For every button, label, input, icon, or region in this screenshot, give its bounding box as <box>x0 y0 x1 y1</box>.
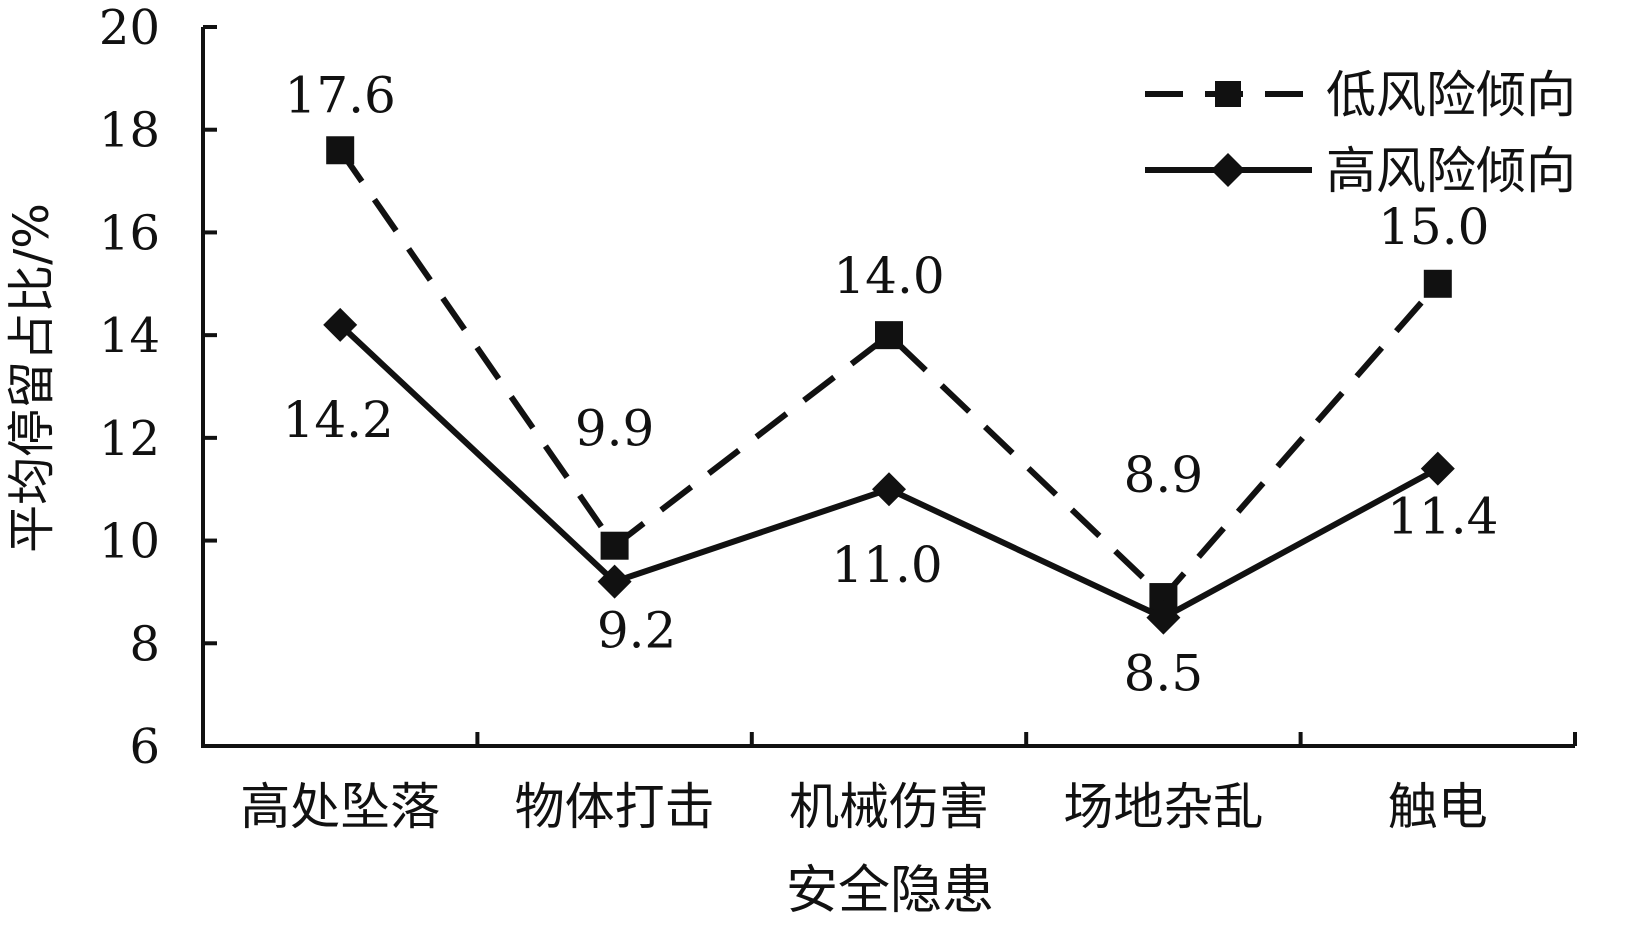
data-label: 8.9 <box>1124 446 1204 504</box>
data-point-square <box>875 321 903 350</box>
legend-item-high-risk: 高风险倾向 <box>1145 142 1576 200</box>
y-tick-label: 6 <box>129 719 160 775</box>
legend-label-low-risk: 低风险倾向 <box>1326 66 1576 124</box>
data-point-diamond <box>323 307 358 342</box>
series-layer <box>323 136 1455 635</box>
data-label: 9.9 <box>575 400 655 458</box>
series-line-square <box>337 148 1441 602</box>
y-tick-label: 10 <box>99 514 160 570</box>
data-point-diamond <box>872 472 906 507</box>
legend-square-marker <box>1215 81 1241 107</box>
y-ticks: 6 8 10 12 14 16 18 20 <box>99 0 217 775</box>
data-label: 9.2 <box>597 602 677 660</box>
y-tick-label: 16 <box>99 205 160 261</box>
y-tick-label: 8 <box>129 616 160 672</box>
data-point-square <box>326 136 355 165</box>
legend-diamond-marker <box>1211 153 1245 187</box>
legend-label-high-risk: 高风险倾向 <box>1326 142 1576 200</box>
x-axis-title: 安全隐患 <box>786 861 994 921</box>
data-point-diamond <box>597 564 632 599</box>
y-tick-label: 18 <box>99 103 160 159</box>
x-category-label: 场地杂乱 <box>1063 778 1263 836</box>
x-category-label: 触电 <box>1388 778 1488 836</box>
axes <box>201 27 1575 748</box>
data-label: 14.0 <box>833 247 944 305</box>
data-point-square <box>600 531 629 560</box>
x-ticks: 高处坠落 物体打击 机械伤害 场地杂乱 触电 <box>240 732 1577 836</box>
data-labels: 17.6 9.9 14.0 8.9 15.0 14.2 9.2 11.0 8.5 11.4 <box>283 66 1499 702</box>
data-label: 8.5 <box>1124 645 1204 703</box>
data-label: 11.0 <box>831 536 942 594</box>
data-point-diamond <box>1420 451 1455 486</box>
x-category-label: 高处坠落 <box>240 778 440 836</box>
data-label: 14.2 <box>283 391 394 449</box>
legend-item-low-risk: 低风险倾向 <box>1145 66 1576 124</box>
y-axis-title: 平均停留占比/% <box>4 203 60 553</box>
data-label: 11.4 <box>1387 488 1498 546</box>
data-point-square <box>1423 269 1452 298</box>
x-category-label: 机械伤害 <box>789 778 989 836</box>
x-category-label: 物体打击 <box>515 778 715 836</box>
data-label: 17.6 <box>285 66 396 124</box>
y-tick-label: 14 <box>99 308 160 364</box>
legend: 低风险倾向 高风险倾向 <box>1145 66 1576 200</box>
data-point-diamond <box>1146 600 1181 635</box>
y-tick-label: 12 <box>99 411 160 467</box>
data-label: 15.0 <box>1378 198 1489 256</box>
y-tick-label: 20 <box>99 0 160 56</box>
